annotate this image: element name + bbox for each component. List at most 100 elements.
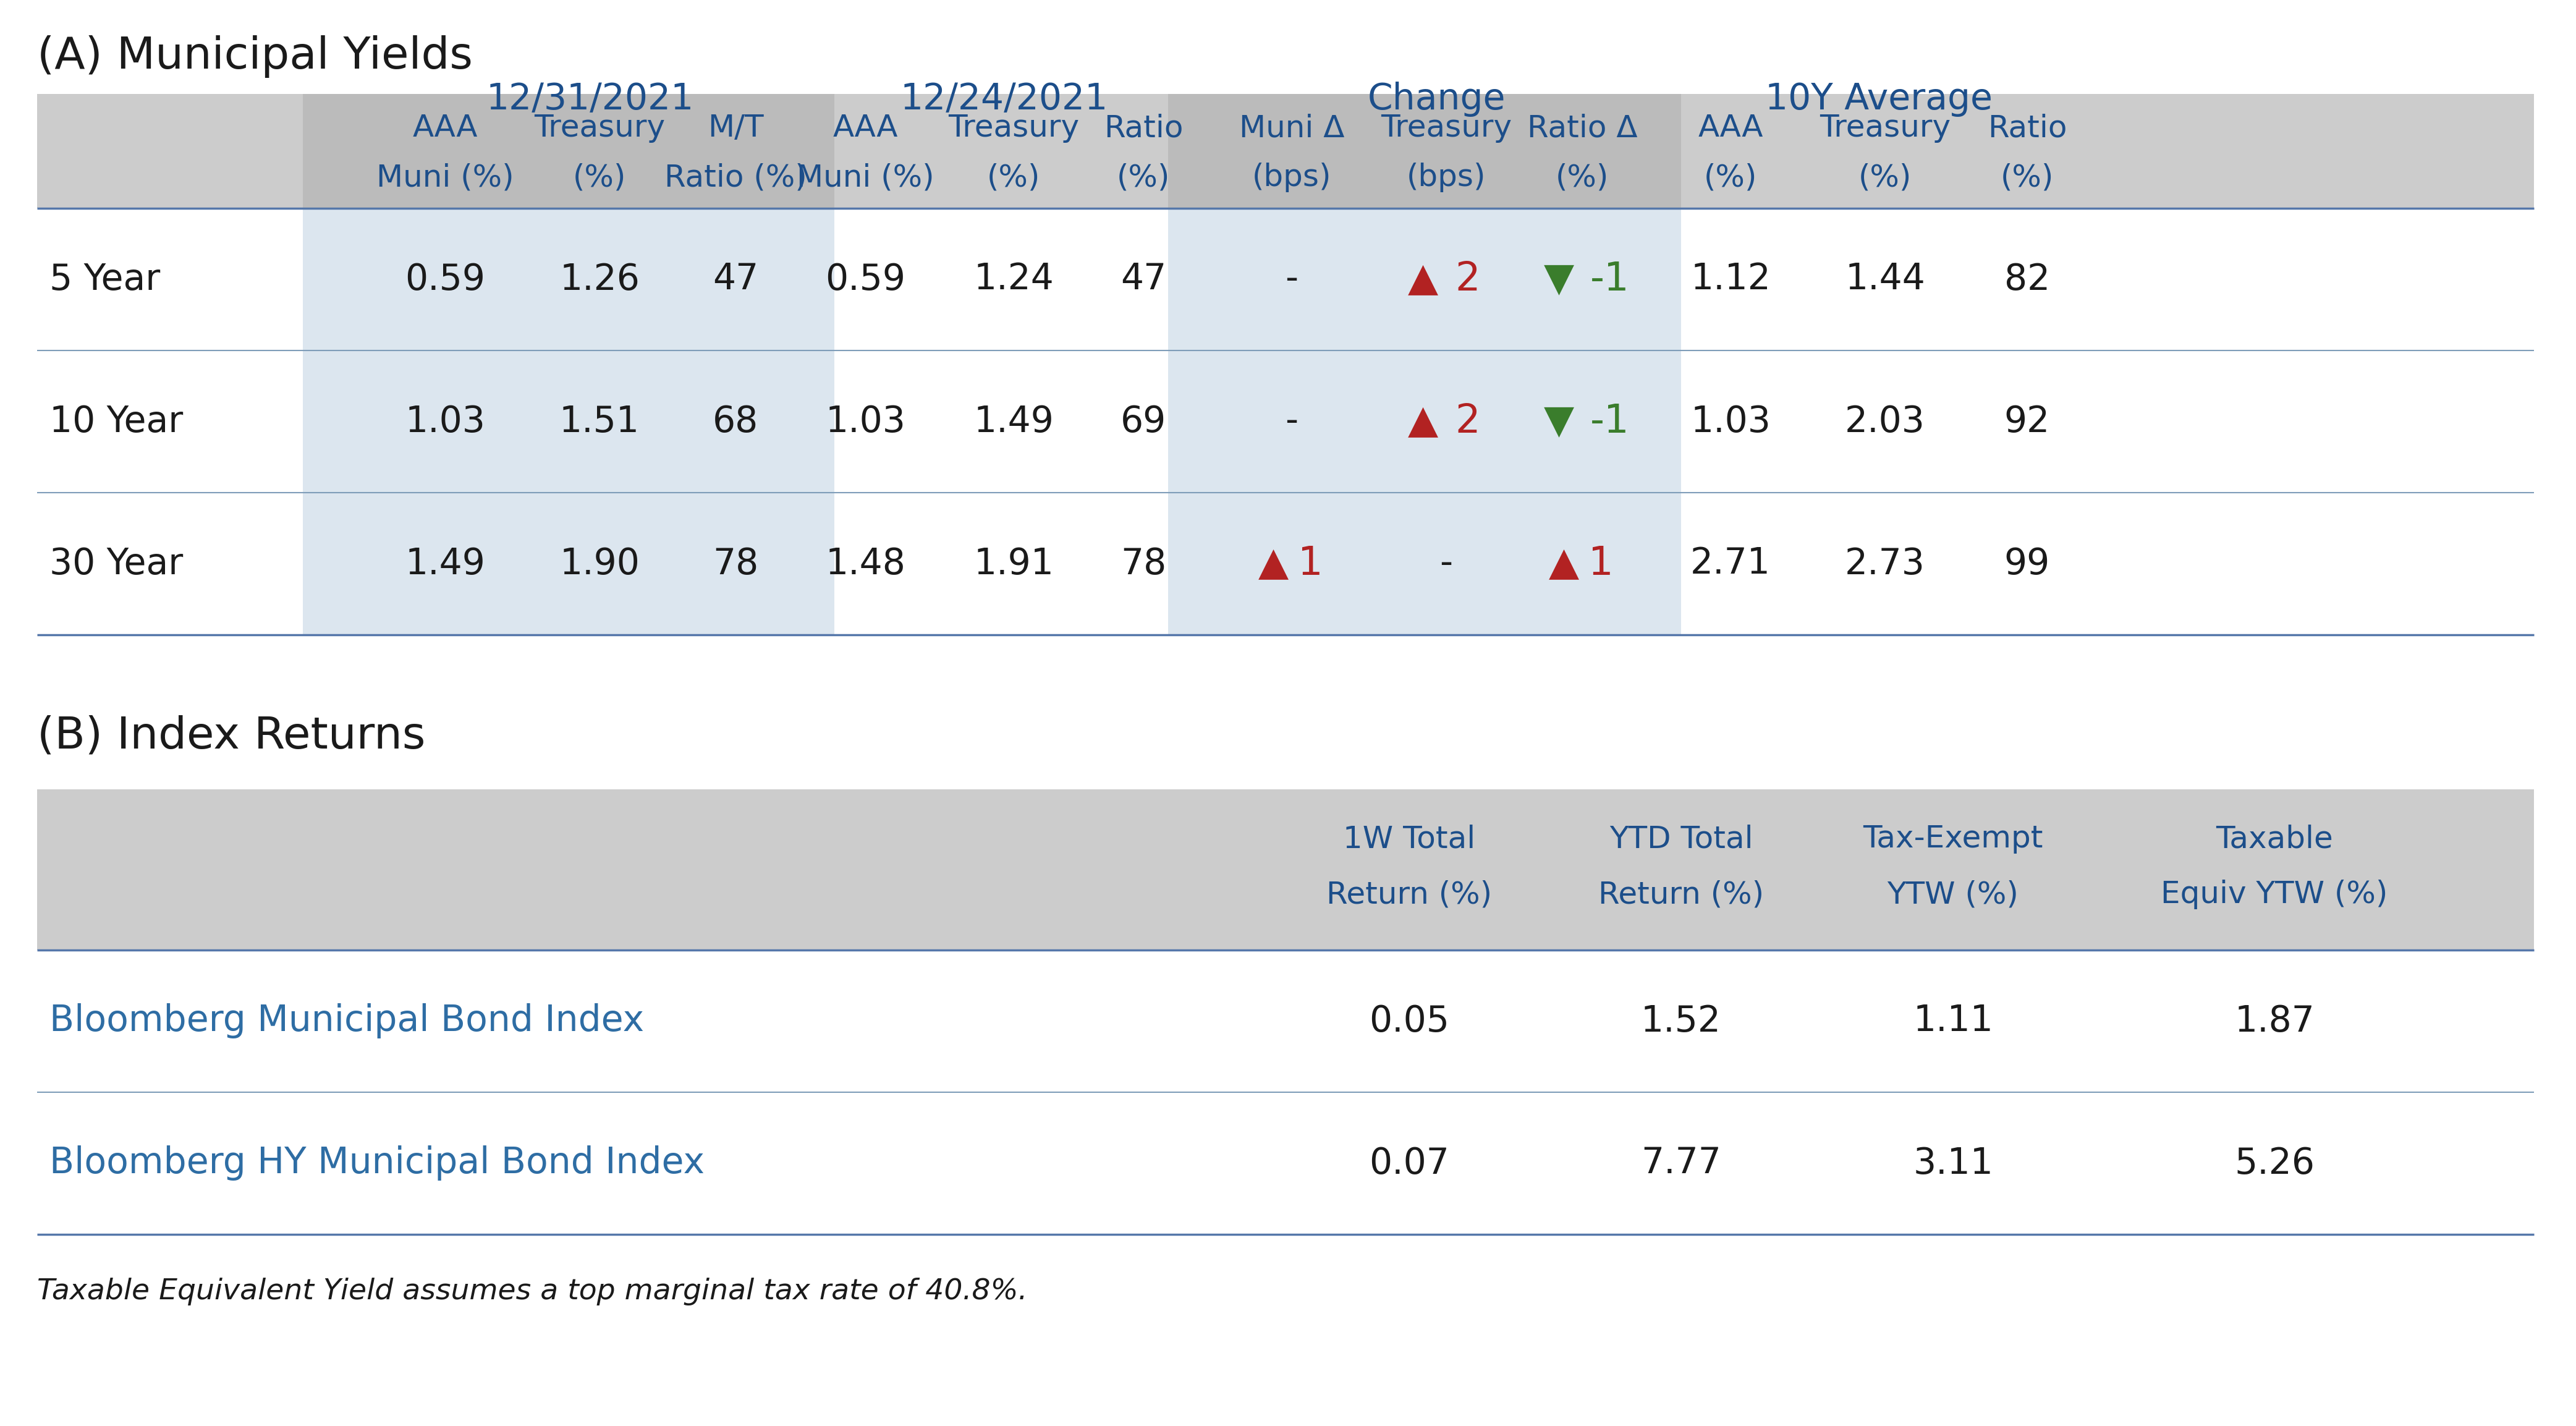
Text: 2: 2 [1455,260,1481,298]
Text: Change: Change [1368,81,1507,117]
Text: 10 Year: 10 Year [49,404,183,439]
Text: 47: 47 [714,262,757,297]
Text: 1.03: 1.03 [404,404,484,439]
Text: AAA: AAA [412,113,477,143]
Text: 1: 1 [1589,545,1613,583]
Text: Treasury: Treasury [1381,113,1512,143]
Text: 1.12: 1.12 [1690,262,1770,297]
Text: 1.51: 1.51 [559,404,639,439]
Text: 5 Year: 5 Year [49,262,160,297]
Text: Muni Δ: Muni Δ [1239,113,1345,143]
Bar [1167,94,1682,208]
Text: (%): (%) [1857,163,1911,193]
Text: -: - [1440,546,1453,582]
Text: (%): (%) [1703,163,1757,193]
Text: YTD Total: YTD Total [1610,824,1752,854]
Bar [304,94,835,208]
Text: M/T: M/T [708,113,762,143]
Text: ▼: ▼ [1543,402,1574,441]
Text: (bps): (bps) [1252,163,1332,193]
Text: 1.26: 1.26 [559,262,639,297]
Text: 1: 1 [1298,545,1324,583]
Text: 30 Year: 30 Year [49,546,183,582]
Text: (%): (%) [1556,163,1610,193]
Bar [1167,208,1682,635]
Text: ▲: ▲ [1406,402,1437,441]
Text: 1.48: 1.48 [824,546,904,582]
Text: 1.44: 1.44 [1844,262,1924,297]
Text: 7.77: 7.77 [1641,1145,1721,1181]
Text: ▼: ▼ [1543,260,1574,298]
Text: 12/31/2021: 12/31/2021 [487,81,693,117]
Text: 47: 47 [1121,262,1167,297]
Text: ▲: ▲ [1548,545,1579,583]
Text: 2.73: 2.73 [1844,546,1924,582]
Text: 1W Total: 1W Total [1342,824,1476,854]
Text: 69: 69 [1121,404,1167,439]
Text: 1.03: 1.03 [1690,404,1770,439]
Text: 78: 78 [714,546,757,582]
Text: Muni (%): Muni (%) [376,163,513,193]
Text: 1.91: 1.91 [974,546,1054,582]
Text: Ratio: Ratio [1989,113,2066,143]
Text: 1.24: 1.24 [974,262,1054,297]
Text: (%): (%) [2002,163,2053,193]
Text: 0.59: 0.59 [824,262,904,297]
Text: 5.26: 5.26 [2233,1145,2316,1181]
Text: Ratio (%): Ratio (%) [665,163,806,193]
Text: (%): (%) [572,163,626,193]
Text: 0.59: 0.59 [404,262,484,297]
Text: -: - [1285,404,1298,439]
Text: (%): (%) [987,163,1041,193]
Text: Taxable: Taxable [2215,824,2334,854]
Bar [36,94,2535,208]
Text: YTW (%): YTW (%) [1888,880,2020,910]
Text: -: - [1285,262,1298,297]
Text: 1.49: 1.49 [974,404,1054,439]
Text: Muni (%): Muni (%) [796,163,935,193]
Text: Return (%): Return (%) [1597,880,1765,910]
Text: AAA: AAA [1698,113,1762,143]
Text: 1.11: 1.11 [1914,1004,1994,1038]
Text: ▲: ▲ [1406,260,1437,298]
Text: Return (%): Return (%) [1327,880,1492,910]
Text: (bps): (bps) [1406,163,1486,193]
Bar [304,208,835,635]
Text: 92: 92 [2004,404,2050,439]
Text: 1.49: 1.49 [404,546,484,582]
Text: 82: 82 [2004,262,2050,297]
Text: 10Y Average: 10Y Average [1765,81,1994,117]
Text: Treasury: Treasury [948,113,1079,143]
Text: 0.07: 0.07 [1368,1145,1450,1181]
Text: Equiv YTW (%): Equiv YTW (%) [2161,880,2388,910]
Text: Ratio Δ: Ratio Δ [1528,113,1638,143]
Text: 99: 99 [2004,546,2050,582]
Text: 68: 68 [714,404,757,439]
Text: -1: -1 [1589,260,1631,298]
Text: 1.03: 1.03 [824,404,904,439]
Text: Treasury: Treasury [1819,113,1950,143]
Text: (B) Index Returns: (B) Index Returns [36,716,425,757]
Text: 1.90: 1.90 [559,546,639,582]
Bar [36,790,2535,950]
Text: 2.03: 2.03 [1844,404,1924,439]
Text: 1.87: 1.87 [2233,1004,2313,1038]
Text: 2.71: 2.71 [1690,546,1770,582]
Text: 0.05: 0.05 [1368,1004,1450,1038]
Text: 78: 78 [1121,546,1167,582]
Text: 2: 2 [1455,402,1481,441]
Text: Bloomberg HY Municipal Bond Index: Bloomberg HY Municipal Bond Index [49,1145,706,1181]
Text: 1.52: 1.52 [1641,1004,1721,1038]
Text: 3.11: 3.11 [1914,1145,1994,1181]
Text: Bloomberg Municipal Bond Index: Bloomberg Municipal Bond Index [49,1004,644,1038]
Text: Taxable Equivalent Yield assumes a top marginal tax rate of 40.8%.: Taxable Equivalent Yield assumes a top m… [36,1278,1028,1305]
Text: AAA: AAA [832,113,899,143]
Text: (%): (%) [1115,163,1170,193]
Text: Treasury: Treasury [533,113,665,143]
Text: Tax-Exempt: Tax-Exempt [1862,824,2043,854]
Text: (A) Municipal Yields: (A) Municipal Yields [36,36,474,78]
Text: 12/24/2021: 12/24/2021 [902,81,1108,117]
Text: Ratio: Ratio [1103,113,1182,143]
Text: -1: -1 [1589,402,1631,441]
Text: ▲: ▲ [1257,545,1288,583]
